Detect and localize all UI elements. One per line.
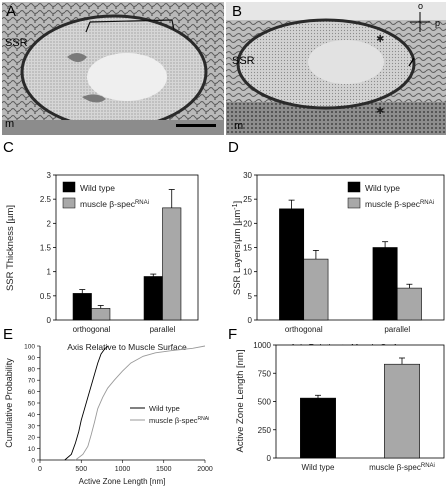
chart-c-ytick-label: 0 (47, 316, 52, 325)
panel-letter-e: E (3, 326, 14, 343)
chart-c-bar (162, 207, 182, 321)
chart-c-ytick-label: 1 (47, 268, 52, 277)
chart-c-bar (143, 276, 163, 321)
chart-c-ytick-label: 2.5 (40, 195, 52, 204)
chart-d-ytick-label: 25 (243, 195, 252, 204)
ssr-label-a: SSR (5, 37, 28, 49)
chart-e-ytick-label: 0 (31, 458, 35, 465)
orientation-p-label: p (435, 18, 441, 28)
chart-e-ytick-label: 40 (28, 412, 36, 419)
chart-c-xlabel: Axis Relative to Muscle Surface (67, 342, 187, 352)
chart-e-ytick-label: 20 (28, 435, 36, 442)
chart-e-xtick-label: 500 (75, 466, 87, 473)
chart-c-bar (91, 308, 111, 321)
chart-c-legend-label: Wild type (80, 183, 115, 193)
em-panel-b: ✱ ✱ (226, 2, 446, 135)
chart-d-ytick-label: 5 (248, 292, 253, 301)
panel-letter-a: A (6, 3, 17, 20)
chart-f-category-label: muscle β-specRNAi (369, 463, 435, 472)
chart-c-ytick-label: 1.5 (40, 244, 52, 253)
chart-d-bar (279, 208, 305, 321)
chart-d-category-label: parallel (384, 325, 410, 334)
chart-d-ytick-label: 15 (243, 244, 252, 253)
chart-e-xtick-label: 0 (38, 466, 42, 473)
scale-bar (176, 124, 216, 127)
chart-c-ytick-label: 2 (47, 219, 52, 228)
chart-c-ytick-label: 0.5 (40, 292, 52, 301)
chart-e-ytick-label: 90 (28, 355, 36, 362)
chart-f-bar (300, 397, 336, 459)
chart-e-ytick-label: 50 (28, 401, 36, 408)
orientation-o-label: o (418, 1, 424, 11)
em-micrograph-b: ✱ ✱ (226, 2, 446, 135)
chart-e-legend-label: Wild type (149, 404, 180, 413)
chart-d-legend-label: muscle β-specRNAi (365, 199, 434, 209)
chart-e-series-line (75, 345, 206, 461)
chart-e-xtick-label: 2000 (197, 466, 213, 473)
chart-f-ytick-label: 0 (267, 454, 272, 463)
chart-c-ytick-label: 3 (47, 171, 52, 180)
chart-d-ytick-label: 20 (243, 219, 252, 228)
svg-text:✱: ✱ (376, 106, 384, 117)
chart-d-legend-swatch (347, 181, 361, 193)
chart-e-ytick-label: 80 (28, 366, 36, 373)
chart-f-ytick-label: 250 (258, 426, 272, 435)
chart-c-ylabel: SSR Thickness [µm] (5, 205, 16, 291)
muscle-label-b: m (234, 120, 244, 132)
ssr-label-b: SSR (232, 55, 255, 67)
chart-e-ytick-label: 100 (24, 344, 35, 351)
panel-letter-d: D (228, 139, 239, 156)
chart-d-ytick-label: 30 (243, 171, 252, 180)
chart-e-ytick-label: 30 (28, 423, 36, 430)
chart-e-series-line (64, 345, 109, 461)
chart-e-xtick-label: 1000 (115, 466, 131, 473)
chart-d-ytick-label: 10 (243, 268, 252, 277)
chart-d-bar (303, 258, 329, 321)
chart-f-ytick-label: 750 (258, 369, 272, 378)
chart-d-legend-label: Wild type (365, 183, 400, 193)
svg-text:✱: ✱ (376, 34, 384, 45)
chart-d-category-label: orthogonal (285, 325, 323, 334)
chart-f-ylabel: Active Zone Length [nm] (235, 350, 246, 453)
chart-c-legend-label: muscle β-specRNAi (80, 199, 149, 209)
em-micrograph-a (2, 2, 224, 135)
chart-e-xtick-label: 1500 (156, 466, 172, 473)
muscle-label-a: m (5, 118, 15, 130)
panel-letter-f: F (228, 326, 238, 343)
chart-c-legend-swatch (62, 181, 76, 193)
chart-d-ylabel: SSR Layers/µm [µm-1] (232, 201, 244, 295)
chart-d-ytick-label: 0 (248, 316, 253, 325)
chart-f-bar (384, 363, 420, 459)
chart-c-category-label: parallel (150, 325, 176, 334)
chart-e-legend-label: muscle β-specRNAi (149, 416, 209, 425)
chart-f-ytick-label: 500 (258, 398, 272, 407)
panel-letter-c: C (3, 139, 14, 156)
chart-f-category-label: Wild type (302, 463, 335, 472)
chart-d-bar (372, 247, 398, 321)
chart-e-ylabel: Cumulative Probability (4, 358, 14, 448)
em-panel-a (2, 2, 224, 135)
chart-c-legend-swatch (62, 197, 76, 209)
chart-e-ytick-label: 70 (28, 378, 36, 385)
chart-c-bar (72, 293, 92, 321)
chart-e-ytick-label: 10 (28, 446, 36, 453)
chart-f-ytick-label: 1000 (253, 341, 271, 350)
chart-d-legend-swatch (347, 197, 361, 209)
panel-letter-b: B (232, 3, 243, 20)
chart-e-ytick-label: 60 (28, 389, 36, 396)
chart-d-bar (396, 287, 422, 321)
chart-e-xlabel: Active Zone Length [nm] (79, 477, 166, 486)
chart-c-category-label: orthogonal (73, 325, 111, 334)
